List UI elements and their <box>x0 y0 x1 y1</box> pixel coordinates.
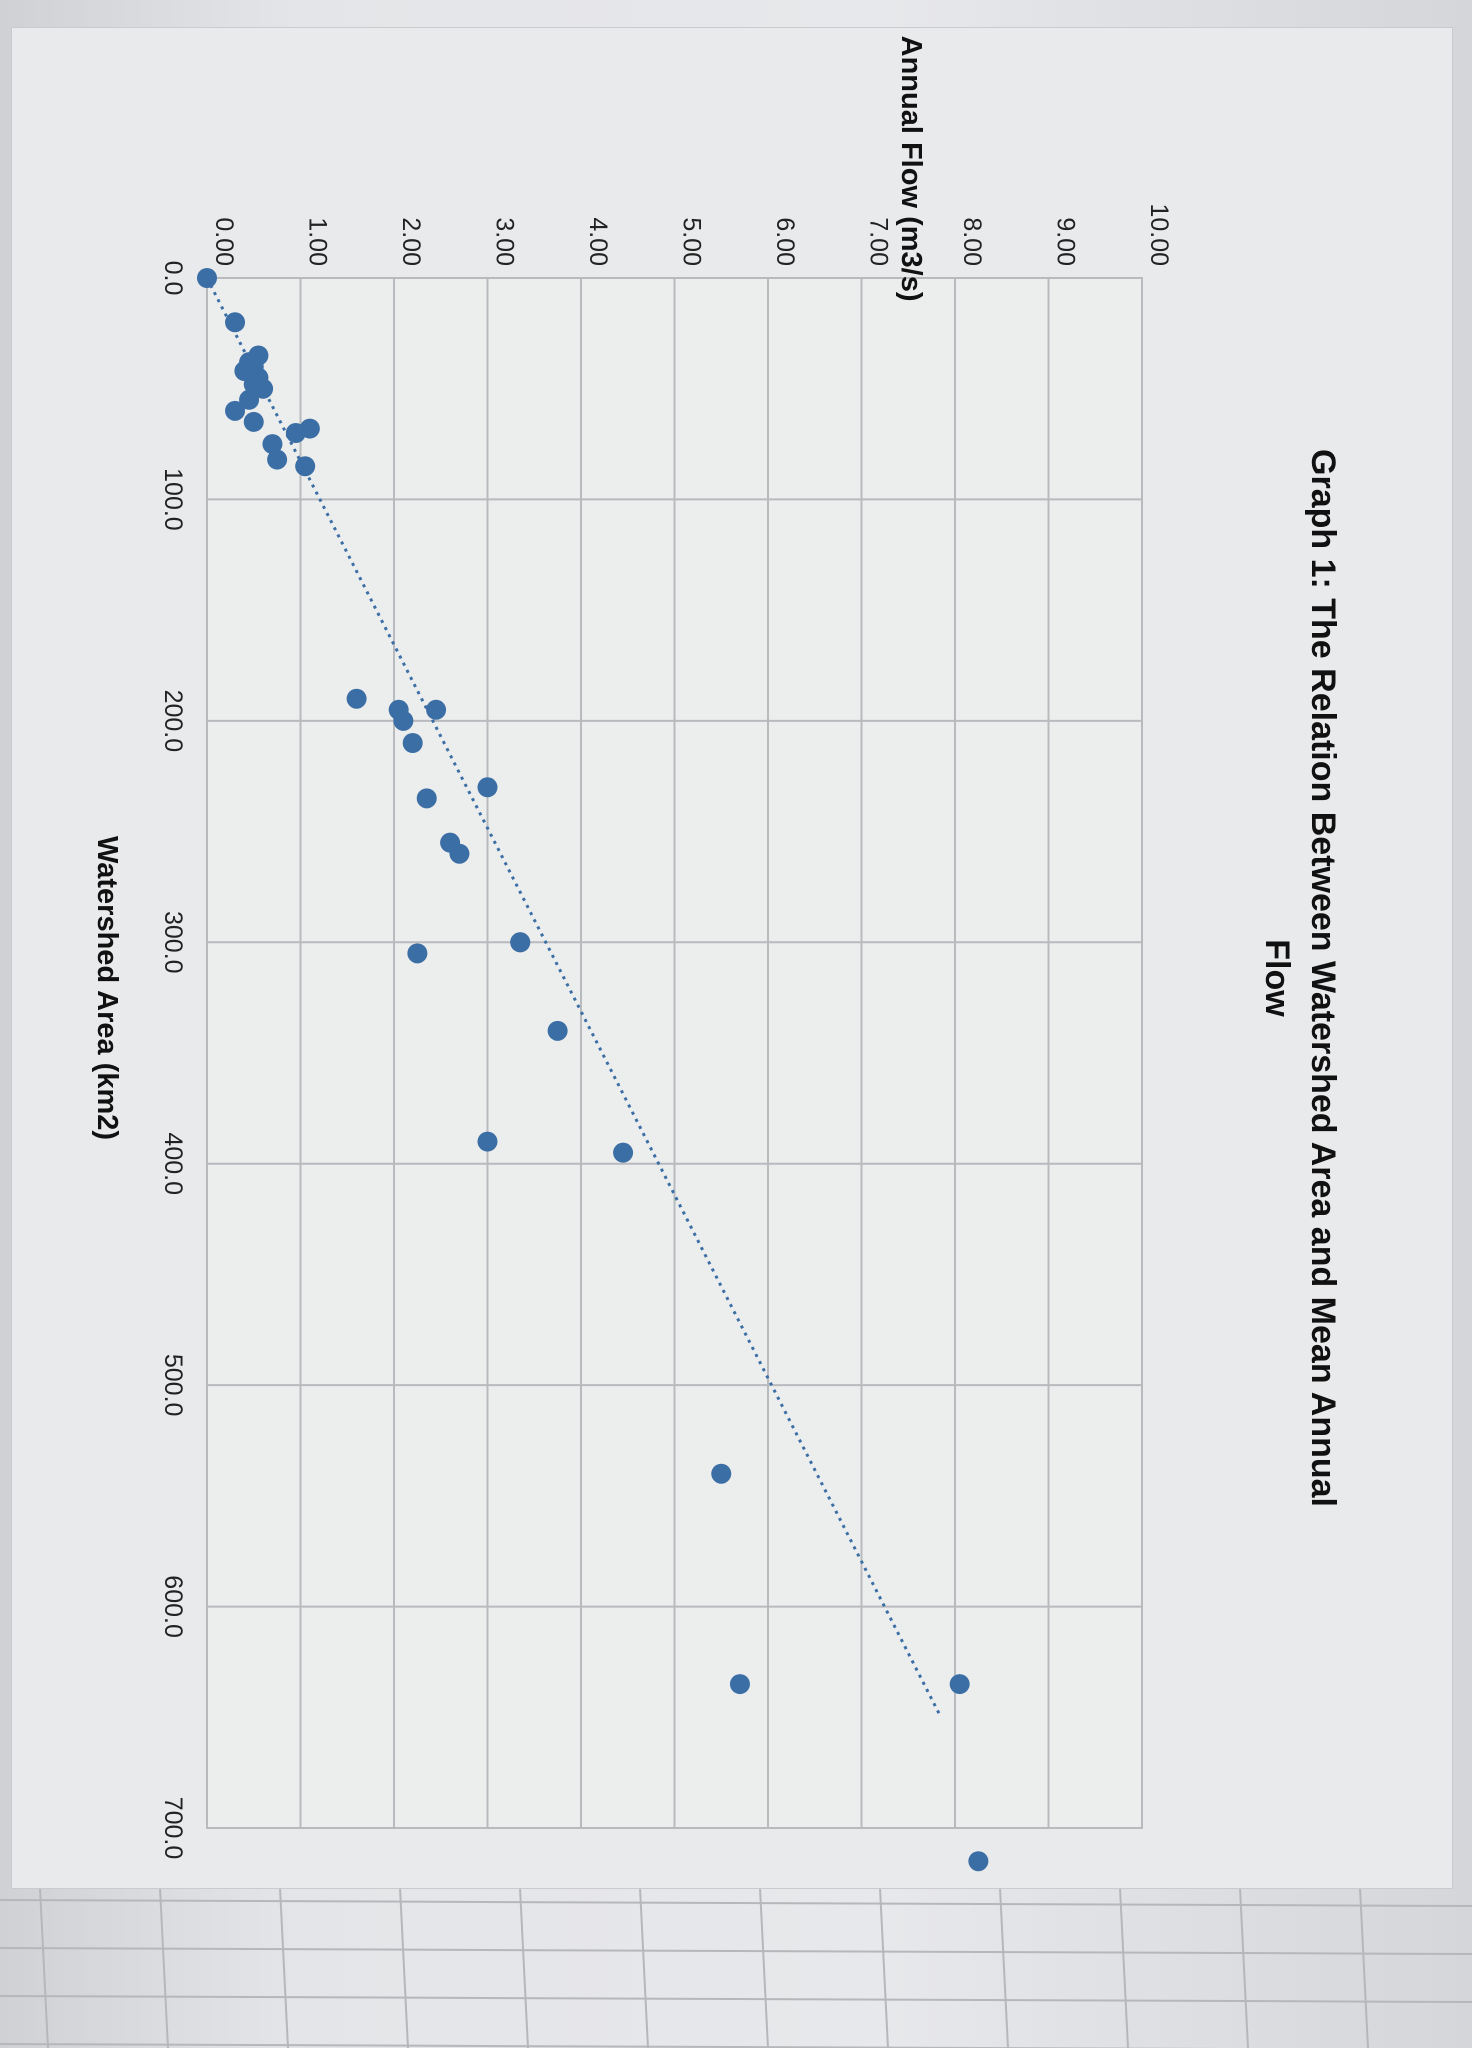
sheet-cell-line <box>159 1887 169 2048</box>
y-axis-title: Mean Annual Flow (m3/s) <box>895 28 927 301</box>
data-point <box>285 423 306 443</box>
data-point <box>243 411 264 432</box>
data-point <box>426 699 447 720</box>
y-tick-label: 2.00 <box>397 217 425 266</box>
sheet-row-line <box>0 2043 1227 2048</box>
data-point <box>402 733 423 753</box>
y-tick-label: 8.00 <box>958 217 986 266</box>
y-tick-label: 10.00 <box>1145 203 1173 266</box>
sheet-row-line <box>0 1899 1472 1907</box>
data-point <box>295 456 316 477</box>
x-tick-label: 700.0 <box>159 1797 187 1860</box>
scatter-chart: 0.00 1.00 2.00 3.00 4.00 5.00 6.00 7.00 8.00 9.00… <box>91 28 1342 1872</box>
sheet-cell-line <box>399 1887 409 2048</box>
chart-title-line2: Flow <box>1258 939 1296 1017</box>
sheet-cell-line <box>639 1887 649 2048</box>
trendline-path <box>205 277 943 1718</box>
sheet-cell-line <box>1359 1887 1369 2048</box>
data-point <box>613 1142 634 1163</box>
data-point <box>968 1851 989 1872</box>
x-axis-title: Watershed Area (km2) <box>91 836 123 1140</box>
x-tick-label: 200.0 <box>159 690 187 753</box>
data-point <box>407 943 428 964</box>
x-tick-label: 100.0 <box>159 468 187 531</box>
data-point <box>547 1020 568 1041</box>
data-point <box>449 843 470 864</box>
data-point <box>510 932 531 953</box>
data-point <box>253 378 274 399</box>
trendline <box>205 277 943 1718</box>
chart-area: 0.00 1.00 2.00 3.00 4.00 5.00 6.00 7.00 8.00 9.00… <box>12 28 1452 1888</box>
y-tick-label: 4.00 <box>584 217 612 266</box>
x-tick-label: 0.0 <box>159 261 187 296</box>
x-tick-label: 400.0 <box>159 1132 187 1195</box>
data-point <box>239 389 260 410</box>
y-tick-label: 5.00 <box>678 217 706 266</box>
y-tick-label: 7.00 <box>865 217 893 266</box>
data-point <box>949 1674 970 1695</box>
data-point <box>729 1674 750 1695</box>
data-point <box>477 1131 498 1152</box>
sheet-cell-line <box>879 1887 889 2048</box>
data-point <box>346 688 367 709</box>
sheet-cell-line <box>279 1887 289 2048</box>
data-point <box>225 400 246 421</box>
chart-gridlines <box>206 277 1143 1829</box>
sheet-cell-line <box>39 1887 49 2048</box>
x-tick-label: 300.0 <box>159 911 187 974</box>
data-point <box>262 434 283 455</box>
data-point <box>416 788 437 809</box>
x-axis-ticks: 0.0 100.0 200.0 300.0 400.0 500.0 600.0 700.0 <box>159 261 187 1860</box>
x-tick-label: 500.0 <box>159 1354 187 1417</box>
sheet-row-line <box>0 1947 1472 1955</box>
data-point <box>477 777 498 798</box>
x-tick-label: 600.0 <box>159 1575 187 1638</box>
y-tick-label: 1.00 <box>304 217 332 266</box>
data-point <box>267 449 288 470</box>
data-point <box>197 268 217 288</box>
data-point <box>711 1463 732 1484</box>
y-tick-label: 3.00 <box>491 217 519 266</box>
y-tick-label: 6.00 <box>771 217 799 266</box>
sheet-cell-line <box>1239 1887 1249 2048</box>
y-tick-label: 0.00 <box>210 217 238 266</box>
sheet-cell-line <box>519 1887 529 2048</box>
sheet-cell-line <box>999 1887 1009 2048</box>
sheet-cell-line <box>1119 1887 1129 2048</box>
data-point <box>225 312 246 333</box>
y-axis-ticks: 0.00 1.00 2.00 3.00 4.00 5.00 6.00 7.00 8.00 9.00… <box>210 203 1173 266</box>
chart-title-line1: Graph 1: The Relation Between Watershed … <box>1304 449 1342 1507</box>
y-tick-label: 9.00 <box>1052 217 1080 266</box>
data-points <box>197 268 989 1872</box>
sheet-row-line <box>0 1995 1472 2003</box>
sheet-cell-line <box>759 1887 769 2048</box>
data-point <box>393 710 414 731</box>
